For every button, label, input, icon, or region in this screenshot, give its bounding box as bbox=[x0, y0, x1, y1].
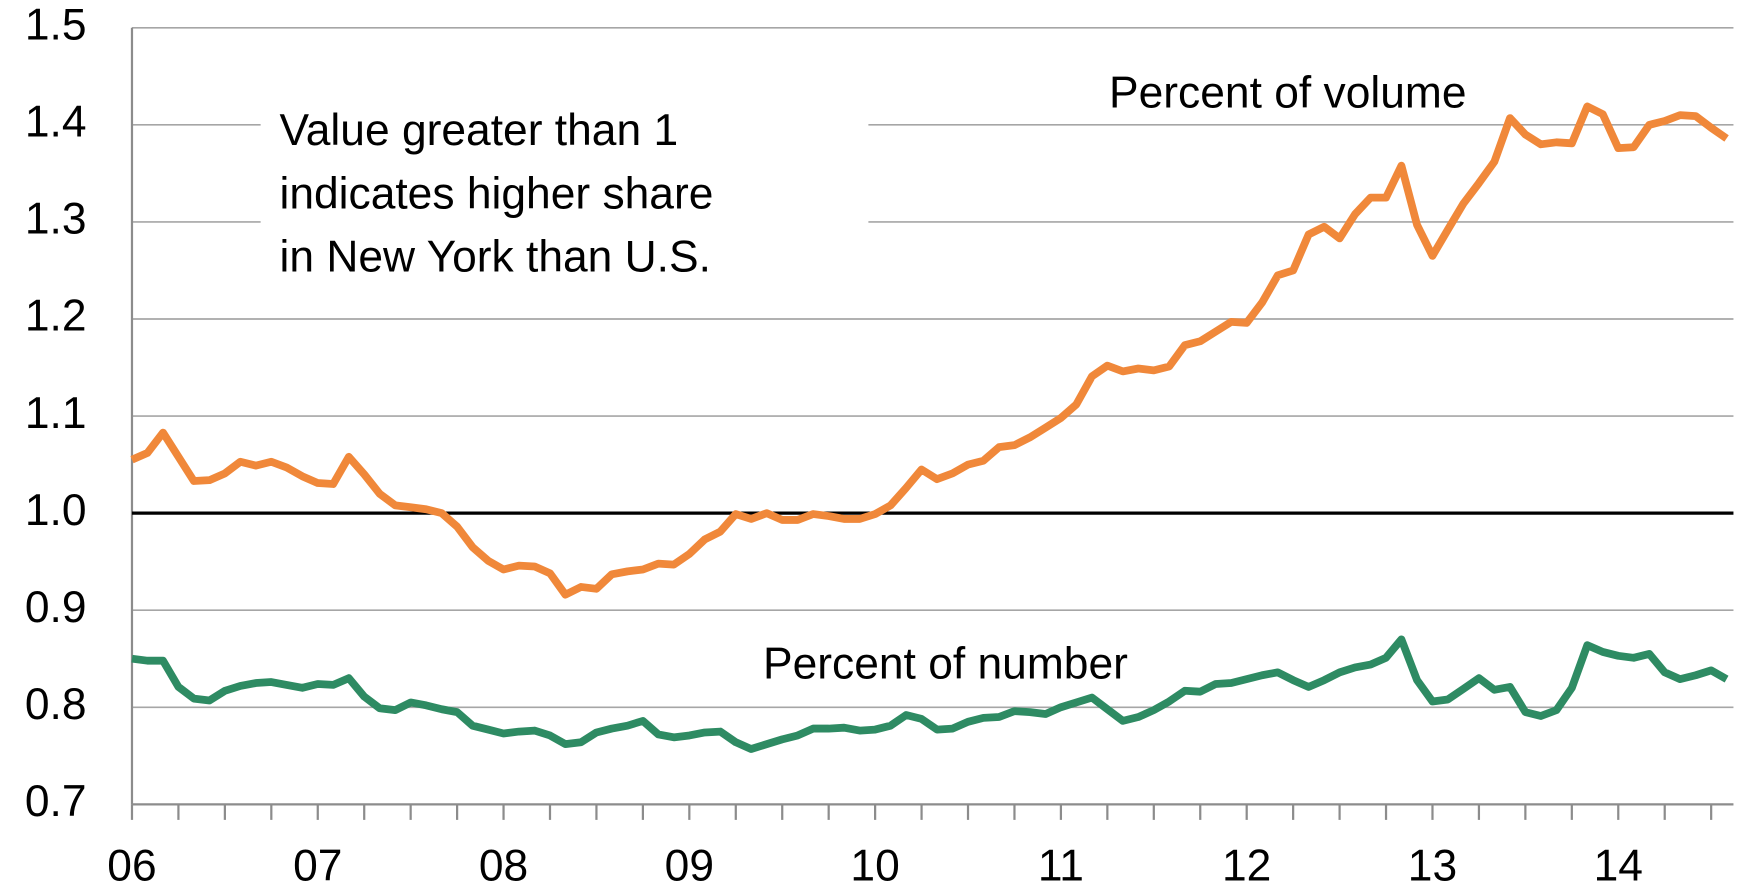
x-tick-label: 06 bbox=[107, 841, 156, 890]
y-tick-label: 1.0 bbox=[25, 486, 87, 535]
x-tick-label: 12 bbox=[1222, 841, 1271, 890]
x-tick-label: 10 bbox=[850, 841, 899, 890]
x-tick-label: 14 bbox=[1594, 841, 1643, 890]
series-label: Percent of number bbox=[763, 639, 1128, 688]
y-tick-label: 1.2 bbox=[25, 292, 87, 341]
x-tick-label: 09 bbox=[665, 841, 714, 890]
series-line bbox=[130, 102, 1729, 599]
annotation: indicates higher share bbox=[279, 169, 713, 218]
y-tick-label: 1.5 bbox=[25, 0, 87, 49]
y-tick-label: 0.9 bbox=[25, 583, 87, 632]
annotation-bg bbox=[260, 97, 869, 298]
series-line bbox=[131, 635, 1729, 753]
y-tick-label: 1.4 bbox=[25, 98, 87, 147]
y-tick-label: 0.8 bbox=[25, 680, 87, 729]
x-tick-label: 11 bbox=[1038, 841, 1084, 890]
y-tick-label: 1.1 bbox=[25, 389, 87, 438]
annotation: in New York than U.S. bbox=[279, 233, 710, 282]
y-tick-label: 1.3 bbox=[25, 195, 87, 244]
x-tick-label: 07 bbox=[293, 841, 342, 890]
x-tick-label: 13 bbox=[1408, 841, 1457, 890]
y-tick-label: 0.7 bbox=[25, 777, 87, 826]
series-label: Percent of volume bbox=[1109, 68, 1466, 117]
x-tick-label: 08 bbox=[479, 841, 528, 890]
annotation: Value greater than 1 bbox=[279, 106, 678, 155]
